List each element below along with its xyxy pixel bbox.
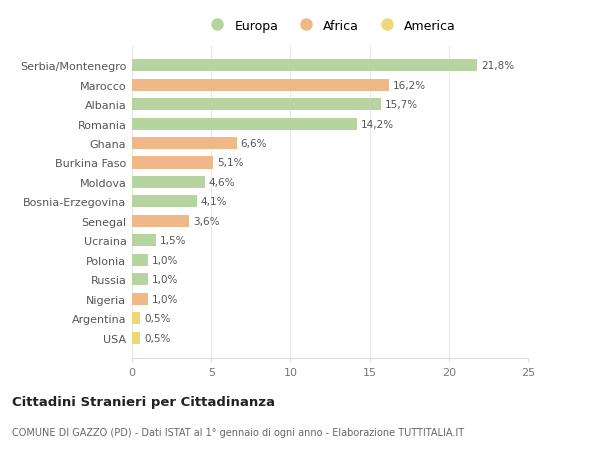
Bar [132, 138, 236, 150]
Text: 1,0%: 1,0% [152, 294, 178, 304]
Bar [132, 235, 156, 247]
Bar [132, 177, 205, 189]
Legend: Europa, Africa, America: Europa, Africa, America [199, 15, 461, 38]
Bar [132, 293, 148, 305]
Text: 4,6%: 4,6% [209, 178, 235, 188]
Text: 14,2%: 14,2% [361, 119, 394, 129]
Text: COMUNE DI GAZZO (PD) - Dati ISTAT al 1° gennaio di ogni anno - Elaborazione TUTT: COMUNE DI GAZZO (PD) - Dati ISTAT al 1° … [12, 427, 464, 437]
Text: 15,7%: 15,7% [385, 100, 418, 110]
Text: 1,0%: 1,0% [152, 274, 178, 285]
Bar [132, 79, 389, 91]
Text: 6,6%: 6,6% [241, 139, 267, 149]
Bar [132, 157, 213, 169]
Bar [132, 313, 140, 325]
Text: 3,6%: 3,6% [193, 216, 220, 226]
Text: 21,8%: 21,8% [481, 61, 514, 71]
Text: Cittadini Stranieri per Cittadinanza: Cittadini Stranieri per Cittadinanza [12, 395, 275, 408]
Bar [132, 332, 140, 344]
Bar [132, 274, 148, 285]
Text: 0,5%: 0,5% [144, 313, 170, 324]
Text: 4,1%: 4,1% [201, 197, 227, 207]
Text: 1,5%: 1,5% [160, 236, 186, 246]
Text: 5,1%: 5,1% [217, 158, 243, 168]
Bar [132, 215, 189, 227]
Text: 0,5%: 0,5% [144, 333, 170, 343]
Bar [132, 99, 380, 111]
Text: 16,2%: 16,2% [392, 80, 425, 90]
Bar [132, 118, 357, 130]
Bar [132, 60, 478, 72]
Text: 1,0%: 1,0% [152, 255, 178, 265]
Bar [132, 196, 197, 208]
Bar [132, 254, 148, 266]
